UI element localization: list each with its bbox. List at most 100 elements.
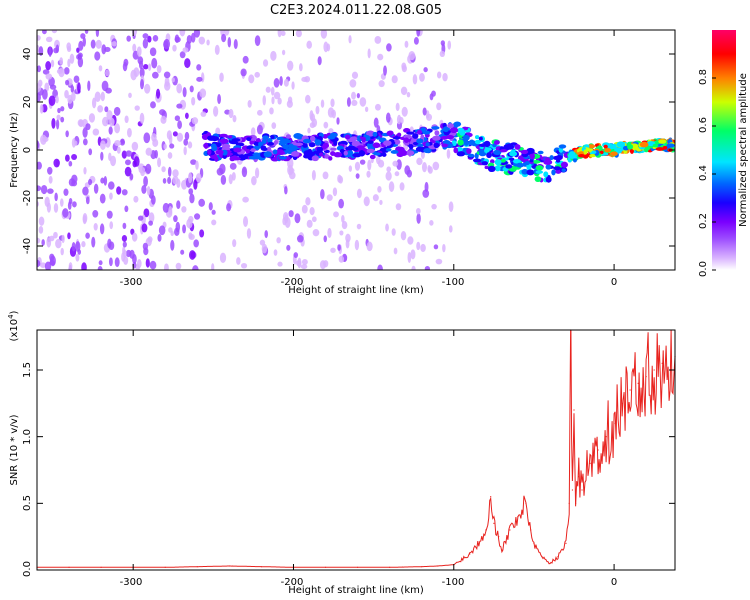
spectrogram-cell-436 — [174, 34, 180, 43]
spectrogram-cell-35 — [317, 56, 322, 66]
spectrogram-cell-552 — [410, 249, 416, 260]
spectrogram-cell-158 — [240, 262, 248, 269]
spectrogram-cell-1524 — [652, 143, 659, 148]
spectrogram-cell-115 — [143, 208, 150, 218]
spectrogram-cell-1497 — [314, 139, 322, 146]
colorbar-tick-label-4: 0.6 — [698, 117, 709, 133]
spectrogram-cell-1580 — [583, 149, 588, 155]
spectrogram-cell-373 — [64, 89, 69, 99]
spectrogram-cell-398 — [320, 30, 328, 39]
spectrogram-cell-255 — [161, 166, 166, 173]
spectrogram-cell-282 — [121, 150, 127, 159]
spectrogram-cell-189 — [320, 189, 325, 200]
spectrogram-cell-393 — [69, 53, 75, 64]
spectrogram-cell-1604 — [302, 138, 312, 144]
spectrogram-cell-125 — [37, 140, 40, 150]
spectrogram-cell-1422 — [607, 143, 613, 147]
spectrogram-cell-122 — [435, 258, 443, 265]
spectrogram-cell-1599 — [219, 138, 229, 144]
spectrogram-cell-1459 — [457, 139, 464, 146]
spectrogram-cell-1414 — [349, 136, 358, 141]
spectrogram-cell-480 — [66, 46, 72, 52]
spectrogram-cell-1502 — [403, 137, 410, 143]
spectrogram-cell-328 — [114, 257, 120, 268]
spectrogram-cell-572 — [377, 185, 382, 193]
spectrogram-cell-225 — [82, 212, 88, 224]
spectrogram-cell-279 — [254, 71, 260, 78]
spectrogram-cell-699 — [172, 44, 177, 52]
spectrogram-cell-140 — [279, 75, 283, 86]
spectrogram-cell-1295 — [356, 145, 365, 150]
spectrogram-cell-384 — [323, 121, 329, 129]
spectrogram-cell-418 — [63, 188, 69, 196]
spectrogram-cell-220 — [156, 65, 162, 74]
spectrogram-cell-337 — [276, 237, 281, 244]
spectrogram-cell-417 — [401, 106, 408, 117]
spectrogram-cell-47 — [211, 219, 217, 226]
snr-point-31 — [557, 556, 559, 558]
spectrogram-cell-574 — [336, 117, 340, 125]
spectrogram-cell-227 — [68, 262, 73, 270]
spectrogram-cell-697 — [270, 50, 277, 61]
spectrogram-cell-614 — [163, 38, 171, 50]
spectrogram-cell-454 — [271, 122, 277, 130]
snr-point-46 — [637, 382, 639, 384]
snr-point-37 — [575, 502, 577, 504]
spectrogram-cell-159 — [326, 194, 333, 201]
snr-ticks — [37, 330, 675, 571]
spectrogram-cell-674 — [99, 193, 106, 204]
spectrogram-cell-4 — [246, 228, 252, 239]
spectrogram-cell-387 — [145, 163, 152, 175]
spectrogram-cell-351 — [55, 95, 59, 104]
spectrogram-cell-42 — [194, 213, 201, 220]
spectrogram-cell-1391 — [493, 140, 500, 145]
spectrogram-cell-678 — [56, 68, 63, 75]
spectrogram-cell-120 — [97, 105, 104, 113]
spectrogram-cell-528 — [338, 255, 345, 263]
spectrogram-cell-312 — [286, 244, 291, 251]
spectrogram-cell-654 — [364, 106, 369, 113]
spectrogram-cell-687 — [77, 56, 84, 68]
spectrogram-cell-446 — [143, 176, 148, 187]
spectrogram-cell-646 — [406, 91, 411, 98]
spectrogram-cell-1314 — [604, 147, 612, 153]
snr-point-27 — [530, 529, 532, 531]
spectrogram-cell-168 — [431, 203, 437, 210]
snr-point-40 — [589, 462, 591, 464]
spectrogram-cell-1269 — [534, 176, 542, 183]
spectrogram-cell-463 — [179, 30, 186, 37]
spectrogram-cell-608 — [273, 78, 280, 88]
spectrogram-cell-371 — [286, 100, 293, 108]
spectrogram-cell-254 — [142, 33, 149, 39]
spectrogram-cell-340 — [320, 99, 325, 108]
spectrogram-cell-639 — [280, 30, 286, 37]
spectrogram-cell-607 — [111, 41, 117, 47]
spectrogram-cell-273 — [232, 114, 237, 123]
multiplier-prefix: (x10 — [9, 319, 20, 342]
spectrogram-cell-1356 — [293, 132, 303, 139]
spectrogram-cell-13 — [182, 86, 187, 98]
snr-point-42 — [605, 436, 607, 438]
spectrogram-cell-486 — [241, 166, 248, 178]
spectrogram-cell-685 — [307, 127, 311, 134]
spectrogram-cell-379 — [196, 76, 203, 82]
spectrogram-cell-295 — [146, 185, 151, 196]
spectrogram-cell-709 — [124, 115, 129, 124]
spectrogram-cell-533 — [171, 77, 175, 83]
snr-background — [37, 330, 675, 570]
spectrogram-cell-1469 — [520, 149, 529, 155]
spectrogram-cell-57 — [217, 94, 221, 105]
spectrogram-cell-1407 — [272, 149, 278, 155]
snr-point-45 — [629, 389, 631, 391]
spectrogram-cell-473 — [60, 116, 65, 123]
spectrogram-cell-1507 — [500, 158, 506, 163]
spectrogram-cell-582 — [367, 159, 372, 171]
spectrogram-cell-613 — [159, 109, 166, 116]
spectrogram-cell-348 — [214, 44, 220, 55]
spectrogram-cell-28 — [132, 43, 137, 53]
spectrogram-cell-389 — [351, 91, 356, 100]
spectrogram-cell-523 — [150, 101, 156, 109]
spectrogram-cell-439 — [447, 40, 452, 50]
spectrogram-cell-1328 — [207, 135, 216, 141]
spectrogram-cell-319 — [67, 94, 73, 105]
